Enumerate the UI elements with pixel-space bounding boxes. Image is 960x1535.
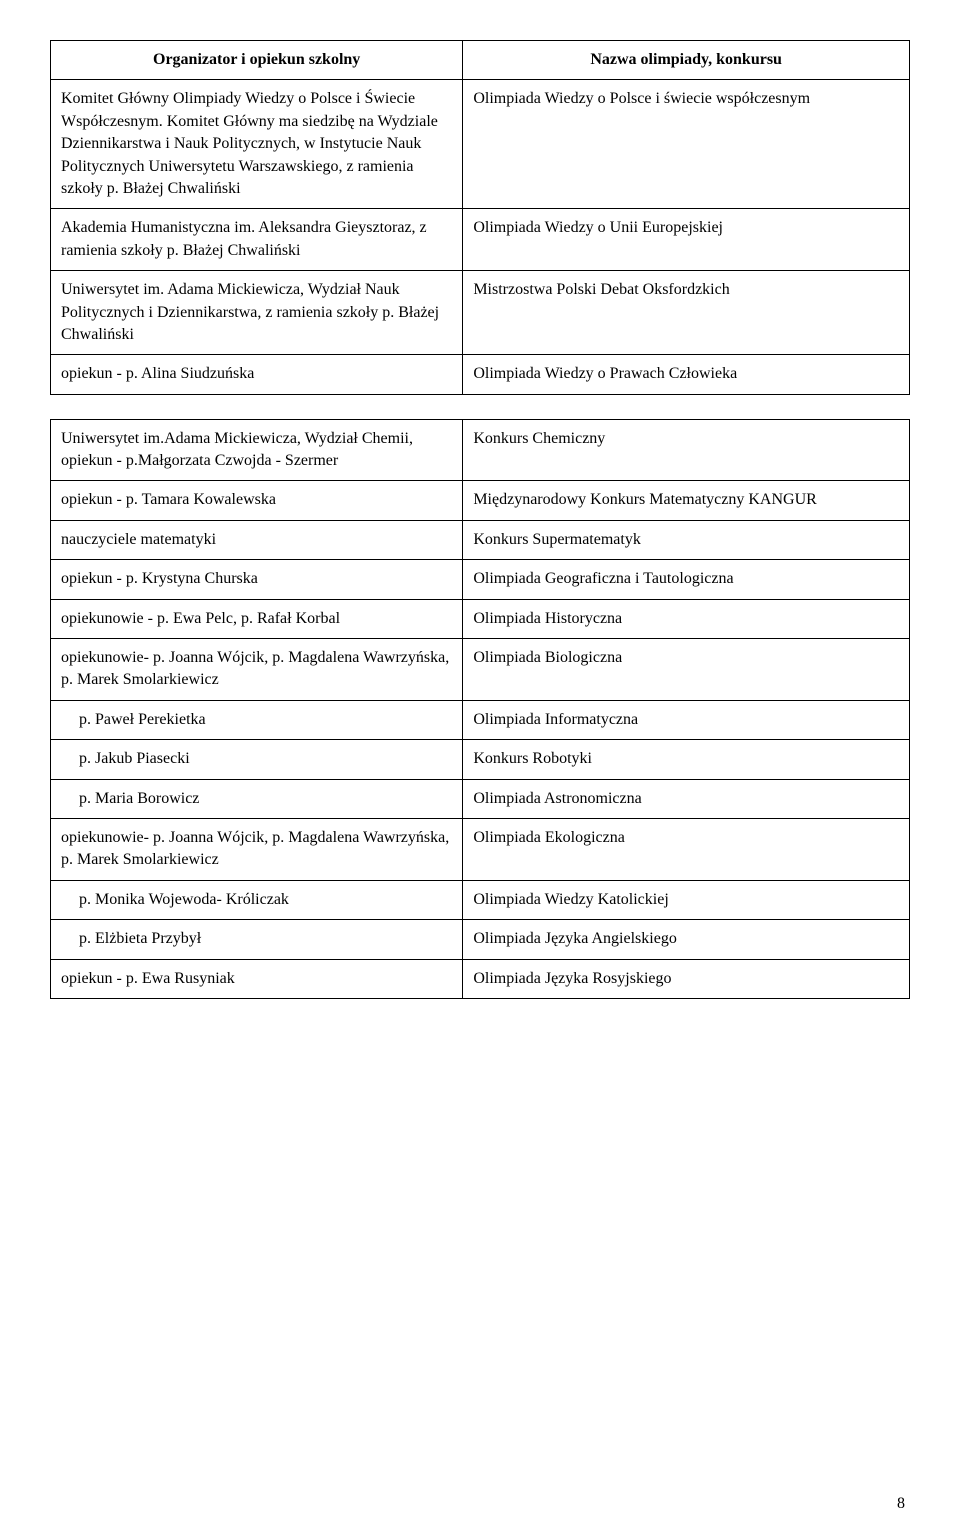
organizer-cell: Komitet Główny Olimpiady Wiedzy o Polsce… xyxy=(51,80,463,209)
olympiad-cell: Olimpiada Historyczna xyxy=(463,599,910,638)
organizer-cell: opiekun - p. Tamara Kowalewska xyxy=(51,481,463,520)
organizer-cell: opiekun - p. Alina Siudzuńska xyxy=(51,355,463,394)
page-number: 8 xyxy=(897,1493,905,1515)
table-row: nauczyciele matematykiKonkurs Supermatem… xyxy=(51,520,910,559)
organizer-cell: Uniwersytet im.Adama Mickiewicza, Wydzia… xyxy=(51,419,463,481)
table-row: p. Jakub PiaseckiKonkurs Robotyki xyxy=(51,740,910,779)
olympiad-cell: Olimpiada Wiedzy Katolickiej xyxy=(463,880,910,919)
olympiad-cell: Mistrzostwa Polski Debat Oksfordzkich xyxy=(463,271,910,355)
olympiad-cell: Olimpiada Języka Angielskiego xyxy=(463,920,910,959)
table-row: Komitet Główny Olimpiady Wiedzy o Polsce… xyxy=(51,80,910,209)
olympiad-cell: Konkurs Robotyki xyxy=(463,740,910,779)
organizer-cell: opiekun - p. Krystyna Churska xyxy=(51,560,463,599)
organizer-cell: opiekunowie - p. Ewa Pelc, p. Rafał Korb… xyxy=(51,599,463,638)
organizer-cell: p. Paweł Perekietka xyxy=(51,700,463,739)
table-header-row: Organizator i opiekun szkolny Nazwa olim… xyxy=(51,41,910,80)
header-col1: Organizator i opiekun szkolny xyxy=(51,41,463,80)
header-col2: Nazwa olimpiady, konkursu xyxy=(463,41,910,80)
olympiad-cell: Międzynarodowy Konkurs Matematyczny KANG… xyxy=(463,481,910,520)
table-row: Akademia Humanistyczna im. Aleksandra Gi… xyxy=(51,209,910,271)
organizer-cell: Uniwersytet im. Adama Mickiewicza, Wydzi… xyxy=(51,271,463,355)
table-row: p. Maria BorowiczOlimpiada Astronomiczna xyxy=(51,779,910,818)
olympiad-table-2: Uniwersytet im.Adama Mickiewicza, Wydzia… xyxy=(50,419,910,999)
table-row: Uniwersytet im.Adama Mickiewicza, Wydzia… xyxy=(51,419,910,481)
table-row: opiekunowie - p. Ewa Pelc, p. Rafał Korb… xyxy=(51,599,910,638)
organizer-cell: opiekun - p. Ewa Rusyniak xyxy=(51,959,463,998)
organizer-cell: opiekunowie- p. Joanna Wójcik, p. Magdal… xyxy=(51,639,463,701)
olympiad-cell: Olimpiada Biologiczna xyxy=(463,639,910,701)
table-row: opiekunowie- p. Joanna Wójcik, p. Magdal… xyxy=(51,818,910,880)
table-row: p. Elżbieta PrzybyłOlimpiada Języka Angi… xyxy=(51,920,910,959)
organizer-cell: p. Elżbieta Przybył xyxy=(51,920,463,959)
table-row: opiekunowie- p. Joanna Wójcik, p. Magdal… xyxy=(51,639,910,701)
olympiad-cell: Olimpiada Wiedzy o Unii Europejskiej xyxy=(463,209,910,271)
olympiad-cell: Olimpiada Wiedzy o Prawach Człowieka xyxy=(463,355,910,394)
table-row: opiekun - p. Tamara KowalewskaMiędzynaro… xyxy=(51,481,910,520)
olympiad-cell: Olimpiada Wiedzy o Polsce i świecie wspó… xyxy=(463,80,910,209)
olympiad-cell: Olimpiada Astronomiczna xyxy=(463,779,910,818)
olympiad-cell: Olimpiada Geograficzna i Tautologiczna xyxy=(463,560,910,599)
table-row: opiekun - p. Ewa RusyniakOlimpiada Język… xyxy=(51,959,910,998)
table-row: Uniwersytet im. Adama Mickiewicza, Wydzi… xyxy=(51,271,910,355)
organizer-cell: p. Maria Borowicz xyxy=(51,779,463,818)
table-row: p. Paweł PerekietkaOlimpiada Informatycz… xyxy=(51,700,910,739)
organizer-cell: Akademia Humanistyczna im. Aleksandra Gi… xyxy=(51,209,463,271)
organizer-cell: p. Jakub Piasecki xyxy=(51,740,463,779)
organizer-cell: opiekunowie- p. Joanna Wójcik, p. Magdal… xyxy=(51,818,463,880)
olympiad-cell: Olimpiada Języka Rosyjskiego xyxy=(463,959,910,998)
olympiad-cell: Konkurs Supermatematyk xyxy=(463,520,910,559)
olympiad-cell: Olimpiada Informatyczna xyxy=(463,700,910,739)
table-row: opiekun - p. Krystyna ChurskaOlimpiada G… xyxy=(51,560,910,599)
olympiad-cell: Konkurs Chemiczny xyxy=(463,419,910,481)
table-row: opiekun - p. Alina SiudzuńskaOlimpiada W… xyxy=(51,355,910,394)
organizer-cell: p. Monika Wojewoda- Króliczak xyxy=(51,880,463,919)
organizer-cell: nauczyciele matematyki xyxy=(51,520,463,559)
olympiad-cell: Olimpiada Ekologiczna xyxy=(463,818,910,880)
olympiad-table: Organizator i opiekun szkolny Nazwa olim… xyxy=(50,40,910,395)
table-row: p. Monika Wojewoda- KróliczakOlimpiada W… xyxy=(51,880,910,919)
